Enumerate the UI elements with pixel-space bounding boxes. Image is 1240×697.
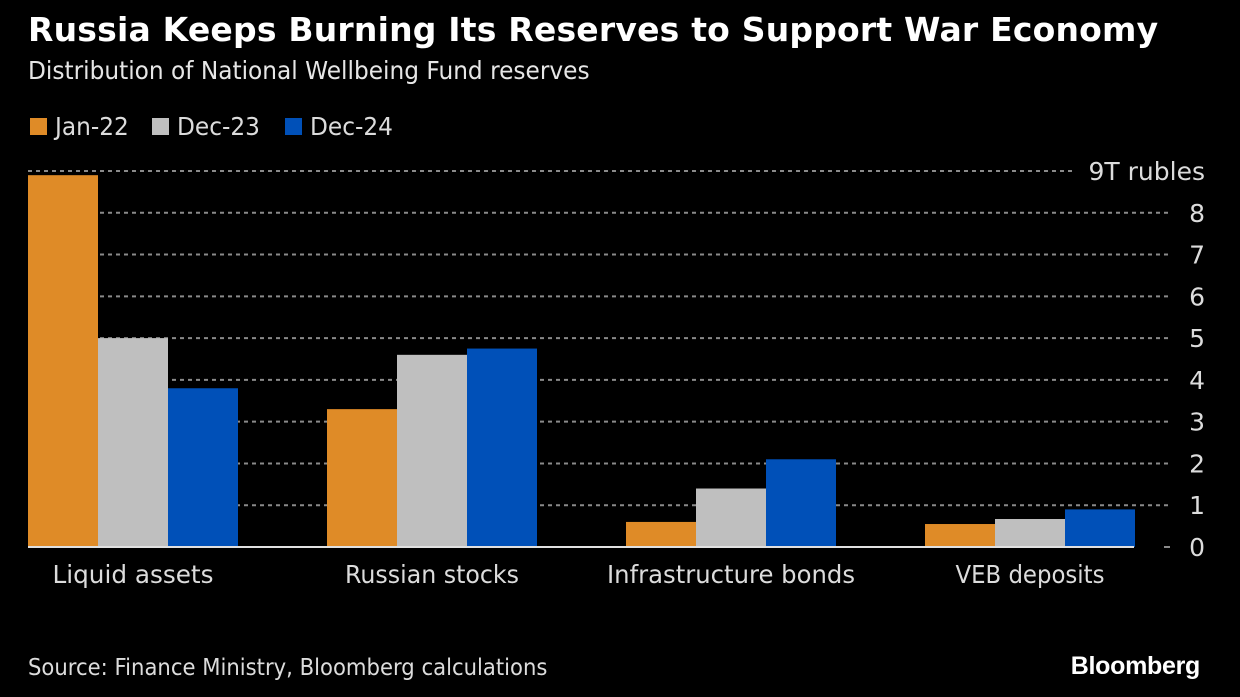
bar-dec-24-russian-stocks bbox=[467, 348, 537, 547]
legend-item-dec-23: Dec-23 bbox=[152, 112, 266, 141]
bar-dec-23-infrastructure-bonds bbox=[696, 488, 766, 547]
bar-dec-23-liquid-assets bbox=[98, 338, 168, 547]
bloomberg-logo: Bloomberg bbox=[1070, 652, 1201, 680]
legend-item-dec-24: Dec-24 bbox=[284, 112, 399, 141]
x-tick-label: Liquid assets bbox=[53, 560, 214, 589]
bar-dec-24-infrastructure-bonds bbox=[766, 459, 836, 547]
y-tick-label: 3 bbox=[1189, 408, 1205, 437]
bar-jan-22-russian-stocks bbox=[327, 409, 397, 547]
gridlines bbox=[28, 170, 1172, 548]
bar-jan-22-infrastructure-bonds bbox=[626, 521, 696, 547]
y-tick-label: 9T rubles bbox=[1089, 157, 1205, 186]
x-axis-labels: Liquid assets Russian stocks Infrastructur… bbox=[53, 560, 1105, 589]
legend-label: Dec-24 bbox=[309, 112, 393, 141]
y-axis-ticks: 0 1 2 3 4 5 6 7 8 9T rubles bbox=[1089, 157, 1205, 562]
y-tick-label: 1 bbox=[1189, 491, 1205, 520]
x-tick-label: VEB deposits bbox=[956, 560, 1105, 589]
legend-swatch-jan-22 bbox=[30, 118, 47, 135]
bars bbox=[28, 175, 1135, 547]
y-tick-label: 7 bbox=[1189, 241, 1205, 270]
legend-swatch-dec-24 bbox=[284, 118, 302, 135]
y-tick-label: 6 bbox=[1189, 282, 1205, 311]
source-note: Source: Finance Ministry, Bloomberg calc… bbox=[28, 655, 548, 681]
bar-dec-23-russian-stocks bbox=[397, 354, 467, 547]
bar-dec-24-veb-deposits bbox=[1065, 509, 1135, 547]
legend-label: Dec-23 bbox=[177, 112, 261, 141]
chart-title: Russia Keeps Burning Its Reserves to Sup… bbox=[28, 10, 1159, 49]
legend: Jan-22 Dec-23 Dec-24 bbox=[30, 112, 417, 141]
y-tick-label: 2 bbox=[1189, 449, 1205, 478]
bar-jan-22-liquid-assets bbox=[28, 175, 98, 547]
y-tick-label: 8 bbox=[1189, 199, 1205, 228]
y-tick-label: 4 bbox=[1189, 366, 1205, 395]
legend-label: Jan-22 bbox=[55, 112, 129, 141]
legend-item-jan-22: Jan-22 bbox=[30, 112, 134, 141]
y-tick-label: 5 bbox=[1189, 324, 1205, 353]
x-tick-label: Russian stocks bbox=[345, 560, 519, 589]
chart-subtitle: Distribution of National Wellbeing Fund … bbox=[28, 56, 590, 85]
bar-dec-23-veb-deposits bbox=[995, 519, 1065, 547]
legend-swatch-dec-23 bbox=[152, 118, 170, 135]
bar-jan-22-veb-deposits bbox=[925, 524, 995, 547]
y-tick-label: 0 bbox=[1189, 533, 1205, 562]
x-tick-label: Infrastructure bonds bbox=[607, 560, 855, 589]
bar-dec-24-liquid-assets bbox=[168, 388, 238, 547]
